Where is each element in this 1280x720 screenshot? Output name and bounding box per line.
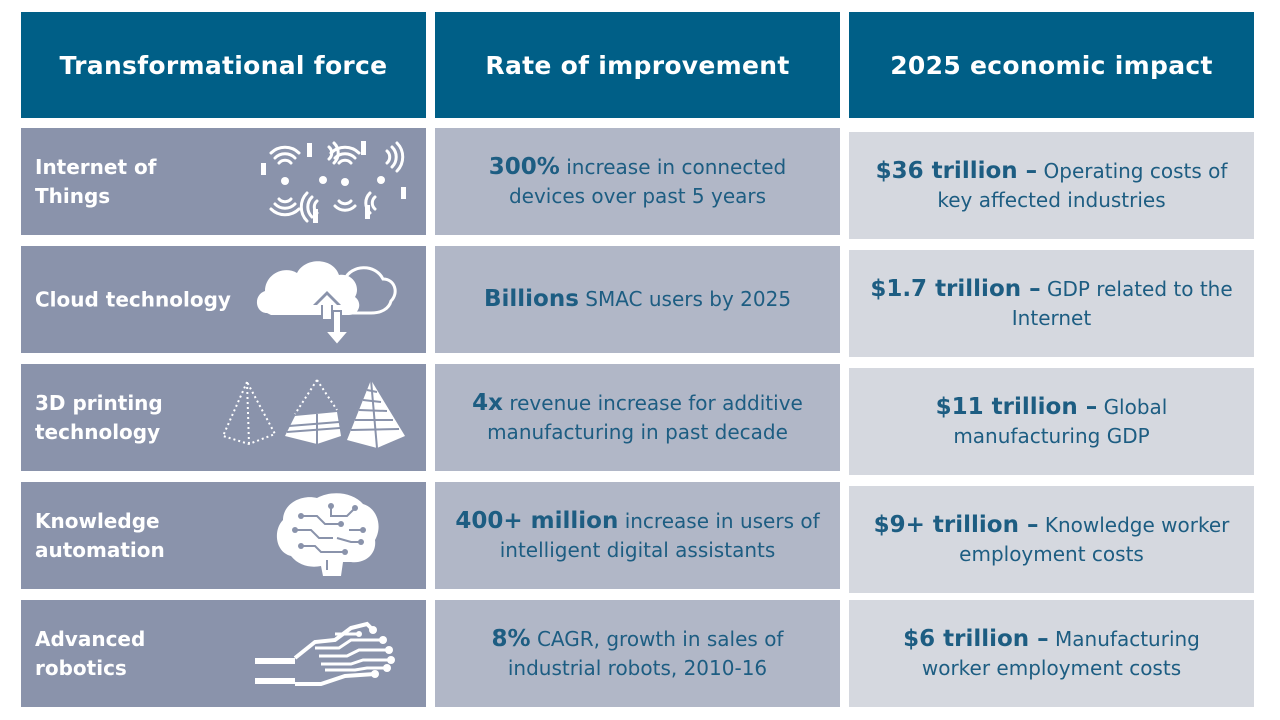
3d-pyramids-icon: [221, 378, 405, 448]
rate-text-block: Billions SMAC users by 2025: [484, 285, 791, 314]
impact-highlight: $9+ trillion –: [873, 511, 1039, 538]
rate-description: increase in connected devices over past …: [508, 154, 787, 208]
force-cell-3d-printing: 3D printing technology: [21, 364, 426, 471]
impact-description: Knowledge worker employment costs: [959, 512, 1230, 566]
rate-cell-advanced-robotics: 8% CAGR, growth in sales of industrial r…: [435, 600, 840, 707]
impact-description: Global manufacturing GDP: [953, 394, 1168, 448]
rate-text-block: 4x revenue increase for additive manufac…: [455, 389, 820, 447]
rate-cell-3d-printing: 4x revenue increase for additive manufac…: [435, 364, 840, 471]
rate-highlight: 8%: [491, 625, 531, 652]
force-label: Advanced robotics: [35, 626, 146, 680]
rate-description: SMAC users by 2025: [585, 287, 792, 311]
impact-description: Manufacturing worker employment costs: [921, 626, 1200, 680]
iot-signal-icon: [261, 140, 406, 223]
robotic-hand-icon: [255, 621, 395, 686]
impact-cell-3d-printing: $11 trillion – Global manufacturing GDP: [849, 368, 1254, 475]
rate-highlight: 300%: [488, 153, 560, 180]
impact-cell-iot: $36 trillion – Operating costs of key af…: [849, 132, 1254, 239]
force-label: Internet of Things: [35, 154, 157, 208]
header-label: 2025 economic impact: [890, 50, 1213, 80]
header-rate-of-improvement: Rate of improvement: [435, 12, 840, 118]
rate-description: CAGR, growth in sales of industrial robo…: [507, 626, 784, 680]
rate-cell-iot: 300% increase in connected devices over …: [435, 128, 840, 235]
impact-description: Operating costs of key affected industri…: [937, 158, 1228, 212]
impact-highlight: $11 trillion –: [935, 393, 1098, 420]
force-label: Knowledge automation: [35, 508, 165, 562]
rate-highlight: 4x: [472, 389, 503, 416]
impact-cell-knowledge-automation: $9+ trillion – Knowledge worker employme…: [849, 486, 1254, 593]
impact-text-block: $1.7 trillion – GDP related to the Inter…: [869, 275, 1234, 333]
rate-cell-knowledge-automation: 400+ million increase in users of intell…: [435, 482, 840, 589]
circuit-brain-icon: [276, 492, 379, 576]
force-label: Cloud technology: [35, 287, 231, 311]
rate-highlight: Billions: [483, 286, 579, 312]
impact-highlight: $6 trillion –: [903, 625, 1049, 652]
rate-description: revenue increase for additive manufactur…: [487, 390, 803, 444]
impact-description: GDP related to the Internet: [1011, 276, 1233, 330]
impact-text-block: $11 trillion – Global manufacturing GDP: [869, 393, 1234, 451]
rate-text-block: 300% increase in connected devices over …: [455, 153, 820, 211]
impact-text-block: $6 trillion – Manufacturing worker emplo…: [869, 625, 1234, 683]
header-label: Transformational force: [59, 50, 388, 80]
rate-highlight: 400+ million: [455, 507, 619, 534]
cloud-upload-download-icon: [256, 260, 397, 347]
force-cell-knowledge-automation: Knowledge automation: [21, 482, 426, 589]
header-economic-impact: 2025 economic impact: [849, 12, 1254, 118]
impact-highlight: $36 trillion –: [875, 157, 1038, 184]
force-cell-cloud: Cloud technology: [21, 246, 426, 353]
impact-text-block: $36 trillion – Operating costs of key af…: [869, 157, 1234, 215]
rate-text-block: 8% CAGR, growth in sales of industrial r…: [455, 625, 820, 683]
force-cell-advanced-robotics: Advanced robotics: [21, 600, 426, 707]
force-label: 3D printing technology: [35, 390, 163, 444]
impact-highlight: $1.7 trillion –: [870, 275, 1041, 302]
force-cell-iot: Internet of Things: [21, 128, 426, 235]
rate-description: increase in users of intelligent digital…: [499, 508, 820, 562]
header-transformational-force: Transformational force: [21, 12, 426, 118]
impact-cell-cloud: $1.7 trillion – GDP related to the Inter…: [849, 250, 1254, 357]
rate-text-block: 400+ million increase in users of intell…: [455, 507, 820, 565]
header-label: Rate of improvement: [485, 50, 790, 80]
rate-cell-cloud: Billions SMAC users by 2025: [435, 246, 840, 353]
impact-text-block: $9+ trillion – Knowledge worker employme…: [869, 511, 1234, 569]
impact-cell-advanced-robotics: $6 trillion – Manufacturing worker emplo…: [849, 600, 1254, 707]
